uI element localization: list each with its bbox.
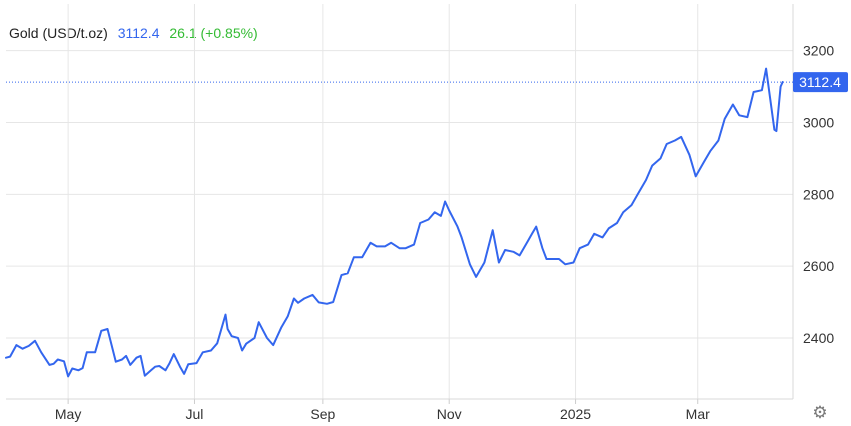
price-change: 26.1 (+0.85%) [169,25,258,41]
chart-header: Gold (USD/t.oz) 3112.4 26.1 (+0.85%) [9,24,264,42]
tick-labels: 2400 2600 2800 3000 3200 May Jul Sep Nov 2025 Mar 3… [55,43,848,422]
y-tick-label: 2800 [803,186,834,202]
x-tick-label: Sep [310,406,335,422]
y-tick-label: 2600 [803,258,834,274]
current-value-badge [793,72,848,93]
x-tick-label: Nov [437,406,462,422]
y-tick-label: 3200 [803,43,834,59]
y-tick-label: 3000 [803,115,834,131]
instrument-title: Gold (USD/t.oz) [9,25,108,41]
gear-icon[interactable]: ⚙ [812,403,828,422]
axes [6,4,794,404]
series-line-gold [5,67,784,378]
current-value-label: 3112.4 [799,74,841,90]
x-tick-label: Jul [186,406,204,422]
current-price: 3112.4 [117,25,160,41]
x-tick-label: Mar [686,406,710,422]
x-tick-label: 2025 [560,406,591,422]
grid-lines [6,4,793,399]
x-tick-label: May [55,406,81,422]
y-tick-label: 2400 [803,330,834,346]
series-layer [5,67,793,378]
